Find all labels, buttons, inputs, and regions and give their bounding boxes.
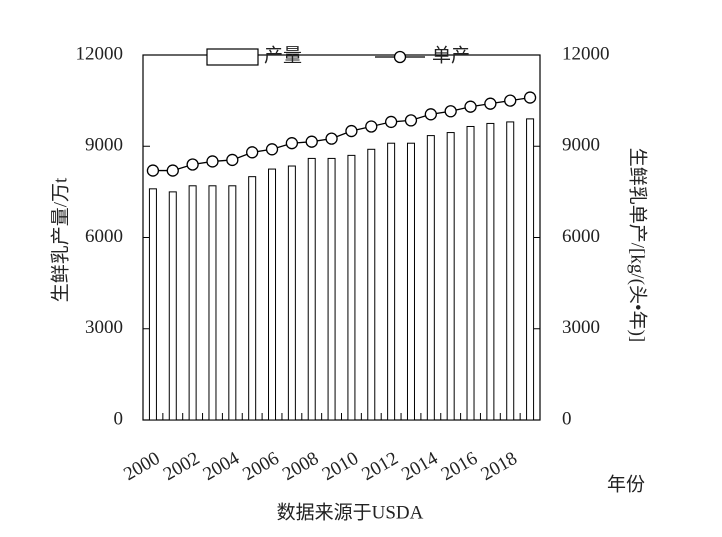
y2-tick-label: 3000 bbox=[562, 317, 600, 338]
bar bbox=[228, 185, 237, 421]
x-axis-title: 年份 bbox=[607, 473, 645, 495]
x-tick-label: 2018 bbox=[477, 448, 520, 485]
y-axis-title: 生鲜乳产量/万t bbox=[49, 177, 71, 302]
line-marker bbox=[523, 91, 537, 104]
bar bbox=[486, 122, 495, 421]
line-marker bbox=[206, 155, 219, 168]
bar bbox=[307, 157, 316, 421]
line-marker bbox=[345, 124, 358, 138]
line-marker bbox=[365, 120, 378, 133]
line-marker bbox=[484, 97, 497, 110]
x-tick-label: 2000 bbox=[120, 448, 163, 485]
y-tick-label: 3000 bbox=[85, 317, 123, 338]
bar bbox=[168, 191, 177, 421]
x-tick-label: 2006 bbox=[239, 448, 282, 485]
line-marker bbox=[246, 146, 259, 159]
x-tick-label: 2014 bbox=[398, 448, 442, 485]
line-marker bbox=[504, 94, 517, 107]
y2-tick-label: 6000 bbox=[562, 226, 600, 247]
bar bbox=[526, 118, 535, 421]
line-marker bbox=[325, 132, 338, 145]
bar bbox=[446, 132, 455, 421]
x-tick-label: 2002 bbox=[160, 448, 203, 485]
bar bbox=[327, 157, 336, 421]
x-tick-label: 2008 bbox=[279, 448, 322, 485]
line-marker bbox=[464, 100, 477, 113]
line-marker bbox=[424, 108, 437, 121]
bar bbox=[466, 125, 475, 421]
line-marker bbox=[384, 115, 398, 129]
line-marker bbox=[444, 105, 457, 118]
legend-swatch bbox=[206, 48, 259, 66]
line-marker bbox=[146, 164, 160, 177]
plot-frame bbox=[142, 54, 541, 421]
bar bbox=[387, 142, 396, 421]
line-marker bbox=[404, 114, 418, 127]
x-tick-label: 2012 bbox=[358, 448, 401, 485]
x-tick-label: 2010 bbox=[319, 448, 362, 485]
x-tick-label: 2004 bbox=[200, 448, 244, 485]
line-marker bbox=[226, 153, 239, 167]
y2-axis-title: 生鲜乳单产/[kg/(头•年)] bbox=[627, 148, 649, 343]
bar bbox=[506, 121, 515, 421]
bar bbox=[347, 154, 356, 421]
y-tick-label: 0 bbox=[114, 408, 124, 429]
legend-swatch bbox=[393, 50, 407, 64]
line-marker bbox=[285, 137, 299, 150]
bar bbox=[426, 135, 435, 421]
x-tick-label: 2016 bbox=[438, 448, 481, 485]
line-marker bbox=[265, 143, 279, 156]
bar bbox=[268, 168, 277, 421]
y-tick-label: 9000 bbox=[85, 135, 123, 156]
bar bbox=[148, 188, 157, 421]
bar bbox=[406, 142, 415, 421]
bar bbox=[248, 176, 257, 421]
legend-label: 单产 bbox=[432, 44, 470, 66]
y2-tick-label: 0 bbox=[562, 408, 572, 429]
line-marker bbox=[305, 135, 318, 148]
y2-tick-label: 12000 bbox=[562, 43, 610, 64]
source-note: 数据来源于USDA bbox=[277, 501, 424, 523]
y-tick-label: 12000 bbox=[76, 43, 124, 64]
legend-label: 产量 bbox=[264, 44, 302, 66]
bar bbox=[287, 165, 296, 421]
line-marker bbox=[186, 158, 199, 171]
y2-tick-label: 9000 bbox=[562, 135, 600, 156]
line-marker bbox=[166, 164, 179, 177]
bar bbox=[208, 185, 217, 421]
y-tick-label: 6000 bbox=[85, 226, 123, 247]
bar bbox=[367, 148, 376, 421]
bar bbox=[188, 185, 197, 421]
